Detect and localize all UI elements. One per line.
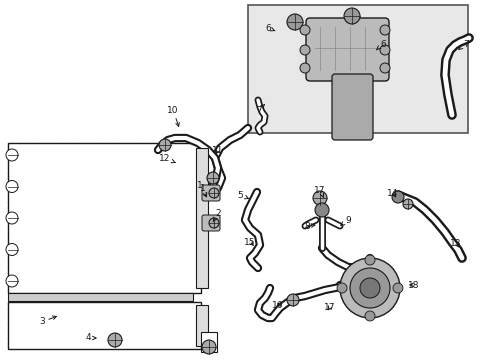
Text: 9: 9 <box>340 216 350 225</box>
Bar <box>201 332 217 352</box>
Circle shape <box>299 25 309 35</box>
Circle shape <box>364 311 374 321</box>
Text: 1: 1 <box>200 184 206 197</box>
Circle shape <box>108 333 122 347</box>
Bar <box>8 293 193 301</box>
Circle shape <box>206 172 219 184</box>
Circle shape <box>336 283 346 293</box>
Circle shape <box>379 45 389 55</box>
Circle shape <box>402 199 412 209</box>
Text: 4: 4 <box>85 333 96 342</box>
Circle shape <box>312 191 326 205</box>
Circle shape <box>6 243 18 256</box>
Circle shape <box>379 63 389 73</box>
Text: 16: 16 <box>272 302 283 310</box>
Circle shape <box>6 180 18 193</box>
FancyBboxPatch shape <box>331 74 372 140</box>
Text: 11: 11 <box>212 145 224 154</box>
Circle shape <box>299 45 309 55</box>
Circle shape <box>202 340 216 354</box>
Circle shape <box>6 149 18 161</box>
Circle shape <box>364 255 374 265</box>
Bar <box>8 143 201 293</box>
Text: 2: 2 <box>213 208 221 221</box>
Circle shape <box>391 191 403 203</box>
Text: 13: 13 <box>449 239 461 248</box>
Circle shape <box>343 8 359 24</box>
Circle shape <box>208 188 219 198</box>
FancyBboxPatch shape <box>202 185 220 201</box>
Circle shape <box>6 212 18 224</box>
Text: 17: 17 <box>314 185 325 197</box>
Text: 15: 15 <box>244 238 255 247</box>
Circle shape <box>286 294 298 306</box>
Text: 10: 10 <box>167 105 179 126</box>
Bar <box>8 302 201 349</box>
Circle shape <box>208 218 219 228</box>
Circle shape <box>6 275 18 287</box>
Circle shape <box>299 63 309 73</box>
Text: 7: 7 <box>256 104 264 114</box>
FancyBboxPatch shape <box>202 215 220 231</box>
Circle shape <box>379 25 389 35</box>
Text: 6: 6 <box>376 40 385 50</box>
Circle shape <box>349 268 389 308</box>
Text: 1: 1 <box>197 180 206 197</box>
Circle shape <box>314 203 328 217</box>
Text: 17: 17 <box>324 302 335 311</box>
Circle shape <box>286 14 303 30</box>
Text: 12: 12 <box>159 153 175 163</box>
Bar <box>247 5 467 133</box>
FancyBboxPatch shape <box>305 18 388 81</box>
Bar <box>196 305 207 346</box>
Text: 18: 18 <box>407 280 419 289</box>
Text: 6: 6 <box>264 23 274 32</box>
Text: 3: 3 <box>39 316 56 327</box>
Text: 5: 5 <box>237 190 248 199</box>
Text: 8: 8 <box>304 221 314 230</box>
Circle shape <box>392 283 402 293</box>
Circle shape <box>359 278 379 298</box>
Circle shape <box>159 139 171 151</box>
Circle shape <box>339 258 399 318</box>
Bar <box>196 148 207 288</box>
Text: 14: 14 <box>386 189 398 198</box>
Text: 7: 7 <box>458 40 468 49</box>
